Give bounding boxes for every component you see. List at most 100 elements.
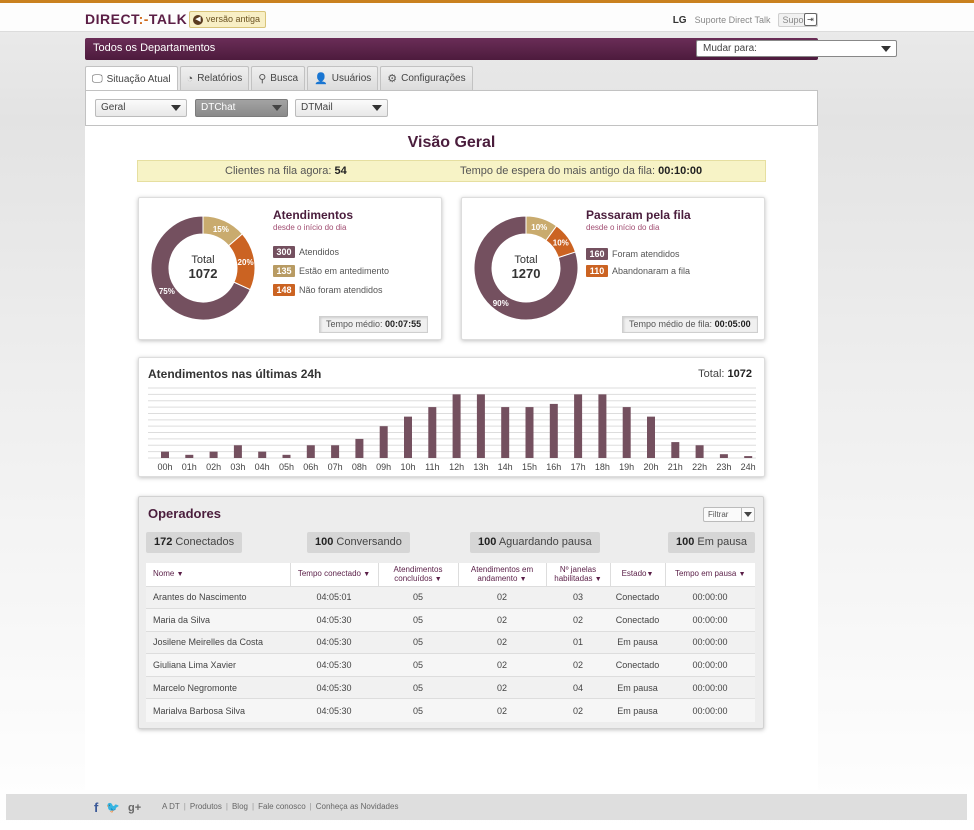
- table-row[interactable]: Marcelo Negromonte 04:05:30 05 02 04 Em pausa…: [146, 675, 755, 699]
- table-cell: 00:00:00: [665, 698, 755, 722]
- x-tick-label: 01h: [182, 462, 197, 472]
- table-cell: 02: [458, 608, 546, 632]
- support-link[interactable]: Suporte Direct Talk: [694, 15, 771, 25]
- table-cell: 02: [458, 630, 546, 654]
- sort-down-icon: ▼: [738, 571, 746, 579]
- chevron-down-icon: [741, 508, 754, 521]
- queue-label: Clientes na fila agora:: [225, 165, 332, 177]
- table-row[interactable]: Maria da Silva 04:05:30 05 02 02 Conectado 00:…: [146, 608, 755, 632]
- legend-atendidos: 300 Atendidos: [273, 246, 339, 258]
- table-cell: 02: [458, 675, 546, 699]
- google-plus-icon[interactable]: g+: [128, 801, 142, 814]
- donut-slice-label: 20%: [238, 258, 254, 267]
- tab-usuarios[interactable]: 👤 Usuários: [307, 66, 379, 90]
- legend-value: 160: [586, 248, 608, 260]
- column-tempo-pausa[interactable]: Tempo em pausa ▼: [665, 563, 755, 586]
- column-janelas[interactable]: Nº janelas habilitadas ▼: [546, 563, 611, 586]
- total-label: Total: [514, 254, 538, 266]
- legend-value: 135: [273, 265, 295, 277]
- column-atendimentos-concluidos[interactable]: Atendimentos concluídos ▼: [378, 563, 459, 586]
- bar: [306, 445, 315, 458]
- sort-down-icon: ▼: [434, 575, 442, 583]
- table-cell: 04:05:30: [290, 608, 378, 632]
- bar: [574, 394, 583, 458]
- queue-value: 54: [334, 165, 347, 177]
- table-cell: Conectado: [610, 608, 665, 632]
- bar: [695, 445, 704, 458]
- facebook-icon[interactable]: f: [94, 800, 99, 815]
- legend-label: Estão em antedimento: [299, 266, 390, 276]
- tab-busca[interactable]: ⚲ Busca: [251, 66, 306, 90]
- table-cell: Conectado: [610, 585, 665, 609]
- general-filter-select[interactable]: Geral: [95, 99, 187, 117]
- donut-slice: [545, 225, 577, 259]
- old-version-button[interactable]: ◀ versão antiga: [189, 11, 267, 28]
- column-estado[interactable]: Estado▼: [610, 563, 666, 586]
- x-tick-label: 06h: [303, 462, 318, 472]
- main-content: Visão Geral Clientes na fila agora: 54 T…: [85, 126, 818, 790]
- logo[interactable]: DIRECT:-TALK: [85, 11, 188, 27]
- operators-filter-select[interactable]: Filtrar: [703, 507, 755, 522]
- legend-label: Abandonaram a fila: [612, 266, 691, 276]
- bar: [719, 454, 728, 458]
- table-cell: 02: [546, 698, 610, 722]
- bar: [161, 451, 169, 458]
- table-cell: 03: [546, 585, 610, 609]
- tab-configuracoes[interactable]: ⚙ Configurações: [380, 66, 473, 90]
- donut-slice-label: 10%: [553, 239, 569, 248]
- bar: [501, 407, 510, 458]
- column-nome[interactable]: Nome ▼: [146, 563, 291, 586]
- queue-passed-title: Passaram pela fila: [586, 208, 691, 222]
- donut-slice: [227, 233, 256, 291]
- table-cell: 05: [378, 698, 458, 722]
- table-row[interactable]: Marialva Barbosa Silva 04:05:30 05 02 02 Em p…: [146, 698, 755, 722]
- table-row[interactable]: Giuliana Lima Xavier 04:05:30 05 02 02 Conect…: [146, 653, 755, 677]
- attendances-average-time: Tempo médio: 00:07:55: [319, 316, 429, 333]
- table-cell: 00:00:00: [665, 675, 755, 699]
- bar: [647, 416, 655, 458]
- tab-situacao-atual[interactable]: 🖵 Situação Atual: [85, 66, 178, 91]
- attendances-card: 75% 15% 20% Total 1072 Atendimentos desde …: [138, 197, 442, 340]
- column-tempo-conectado[interactable]: Tempo conectado ▼: [290, 563, 379, 586]
- x-tick-label: 10h: [400, 462, 415, 472]
- chart-total: Total: 1072: [698, 368, 752, 380]
- table-cell: 04: [546, 675, 610, 699]
- chat-filter-select[interactable]: DTChat: [195, 99, 288, 117]
- page-title: Visão Geral: [407, 134, 496, 151]
- table-row[interactable]: Josilene Meirelles da Costa 04:05:30 05 02 0…: [146, 630, 755, 654]
- column-atendimentos-andamento[interactable]: Atendimentos em andamento ▼: [458, 563, 547, 586]
- avg-label: Tempo médio:: [326, 319, 383, 329]
- table-cell: Conectado: [610, 653, 665, 677]
- table-cell: 01: [546, 630, 610, 654]
- footer-link-blog[interactable]: Blog: [231, 802, 248, 811]
- queue-now: Clientes na fila agora: 54: [225, 165, 347, 177]
- table-cell: 02: [546, 653, 610, 677]
- queue-passed-card: 90% 10% 10% Total 1270 Passaram pela fila …: [461, 197, 765, 340]
- table-cell: Giuliana Lima Xavier: [146, 653, 290, 677]
- mail-filter-select[interactable]: DTMail: [295, 99, 388, 117]
- table-cell: 02: [458, 698, 546, 722]
- queue-wait: Tempo de espera do mais antigo da fila: …: [460, 165, 702, 177]
- logout-icon[interactable]: ⇥: [804, 13, 817, 26]
- operators-table-body: Arantes do Nascimento 04:05:01 05 02 03 Conec…: [146, 585, 755, 722]
- switch-department-select[interactable]: Mudar para:: [696, 40, 897, 57]
- footer-link-novidades[interactable]: Conheça as Novidades: [315, 802, 399, 811]
- column-label: Nome: [153, 569, 175, 579]
- table-row[interactable]: Arantes do Nascimento 04:05:01 05 02 03 Conec…: [146, 585, 755, 609]
- table-cell: 05: [378, 585, 458, 609]
- bar: [744, 456, 753, 458]
- twitter-icon[interactable]: 🐦: [106, 802, 121, 814]
- footer-link-fale-conosco[interactable]: Fale conosco: [258, 802, 306, 811]
- social-links: f 🐦 g+: [94, 800, 141, 815]
- wait-label: Tempo de espera do mais antigo da fila:: [460, 165, 656, 177]
- tab-relatorios[interactable]: ◔ Relatórios: [179, 66, 250, 90]
- footer-link-produtos[interactable]: Produtos: [189, 802, 222, 811]
- bar: [282, 454, 291, 458]
- table-cell: 00:00:00: [665, 630, 755, 654]
- sort-down-icon: ▼: [519, 575, 527, 583]
- avg-label: Tempo médio de fila:: [629, 319, 713, 329]
- column-label: Nº janelas habilitadas: [554, 564, 597, 583]
- x-tick-label: 05h: [279, 462, 294, 472]
- table-cell: Em pausa: [610, 698, 665, 722]
- footer-link-a-dt[interactable]: A DT: [162, 802, 180, 811]
